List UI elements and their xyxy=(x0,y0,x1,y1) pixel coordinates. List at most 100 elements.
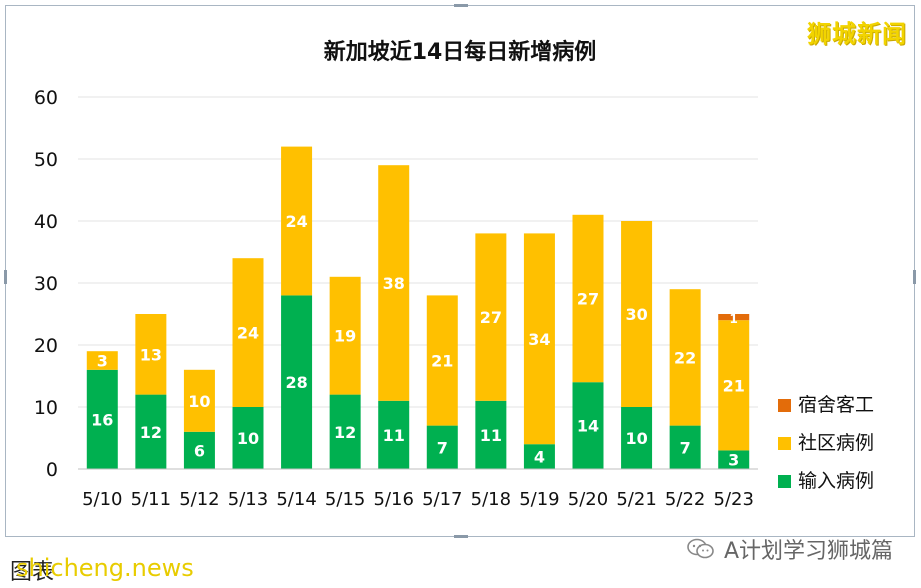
bar-value-label: 21 xyxy=(431,352,453,371)
bar-value-label: 22 xyxy=(674,348,696,367)
x-tick-label: 5/17 xyxy=(422,489,462,510)
bar-segment xyxy=(718,320,750,451)
bar-segment xyxy=(232,407,264,469)
x-tick-label: 5/11 xyxy=(131,489,171,510)
x-tick-label: 5/19 xyxy=(519,489,559,510)
bar-segment xyxy=(281,295,313,469)
bar-value-label: 13 xyxy=(140,345,162,364)
bar-value-label: 12 xyxy=(334,423,356,442)
bar-value-label: 7 xyxy=(437,438,448,457)
x-tick-label: 5/10 xyxy=(82,489,122,510)
bar-value-label: 27 xyxy=(480,308,502,327)
bar-segment xyxy=(329,394,361,469)
bar-segment xyxy=(621,221,653,407)
bar-segment xyxy=(475,400,507,469)
y-tick-label: 50 xyxy=(34,149,58,171)
bar-value-label: 11 xyxy=(480,426,502,445)
bar-segment xyxy=(378,165,410,401)
bars: 1631213610102428241219113872111274341427… xyxy=(86,146,750,470)
x-tick-label: 5/14 xyxy=(276,489,316,510)
x-tick-label: 5/23 xyxy=(714,489,754,510)
bar-segment xyxy=(426,425,458,469)
bar-segment xyxy=(183,431,215,469)
bar-value-label: 34 xyxy=(528,330,550,349)
bar-segment xyxy=(329,276,361,395)
bar-value-label: 38 xyxy=(383,274,405,293)
y-tick-label: 60 xyxy=(34,87,58,109)
caption-text: 图表 xyxy=(10,560,55,585)
x-tick-label: 5/22 xyxy=(665,489,705,510)
bar-segment xyxy=(523,233,555,445)
bar-value-label: 30 xyxy=(625,305,647,324)
bar-segment xyxy=(232,258,264,407)
legend-swatch xyxy=(778,475,791,488)
bar-segment xyxy=(718,450,750,469)
x-tick-label: 5/13 xyxy=(228,489,268,510)
bar-segment xyxy=(718,314,750,321)
bar-segment xyxy=(621,407,653,469)
bar-segment xyxy=(281,146,313,296)
bar-segment xyxy=(475,233,507,401)
footer-account: A计划学习狮城篇 xyxy=(686,533,893,565)
bar-value-label: 21 xyxy=(723,376,745,395)
bar-value-label: 28 xyxy=(285,373,307,392)
bar-segment xyxy=(572,214,604,383)
watermark-text: shicheng.news xyxy=(16,554,194,582)
brand-logo-text: 狮城新闻 xyxy=(807,20,907,48)
bar-value-label: 24 xyxy=(237,324,259,343)
resize-handle-bottom[interactable] xyxy=(454,535,468,538)
x-axis: 5/10 5/11 5/12 5/13 5/14 5/15 5/16 5/17 5/18 5/19… xyxy=(78,468,758,510)
bar-value-label: 6 xyxy=(194,441,205,460)
bar-segment xyxy=(135,394,167,469)
bar-value-label: 16 xyxy=(91,410,113,429)
footer-caption: 图表 shicheng.news xyxy=(10,554,194,586)
resize-handle-top[interactable] xyxy=(454,4,468,7)
bar-segment xyxy=(86,369,118,469)
gridlines xyxy=(78,96,758,408)
x-tick-label: 5/21 xyxy=(616,489,656,510)
bar-segment xyxy=(426,295,458,426)
bar-value-label: 12 xyxy=(140,423,162,442)
x-tick-label: 5/12 xyxy=(179,489,219,510)
y-tick-label: 40 xyxy=(34,211,58,233)
resize-handle-right[interactable] xyxy=(913,270,916,284)
bar-segment xyxy=(572,382,604,469)
bar-value-label: 1 xyxy=(730,312,738,326)
legend-label: 宿舍客工 xyxy=(798,394,874,416)
bar-value-label: 3 xyxy=(97,352,108,371)
bar-segment xyxy=(183,369,215,432)
bar-segment xyxy=(669,289,701,426)
bar-value-label: 10 xyxy=(237,429,259,448)
bar-value-label: 14 xyxy=(577,417,599,436)
legend-label: 社区病例 xyxy=(798,432,874,454)
bar-value-label: 7 xyxy=(680,438,691,457)
bar-segment xyxy=(378,400,410,469)
bar-value-label: 11 xyxy=(383,426,405,445)
resize-handle-left[interactable] xyxy=(4,270,7,284)
bar-value-label: 10 xyxy=(625,429,647,448)
bar-value-label: 3 xyxy=(728,451,739,470)
bar-value-label: 4 xyxy=(534,448,545,467)
account-name: A计划学习狮城篇 xyxy=(723,539,893,564)
y-tick-label: 30 xyxy=(34,273,58,295)
bar-segment xyxy=(669,425,701,469)
bar-segment xyxy=(135,314,167,395)
chart-title: 新加坡近14日每日新增病例 xyxy=(324,39,597,65)
bar-value-label: 27 xyxy=(577,290,599,309)
legend-swatch xyxy=(778,437,791,450)
bar-value-label: 24 xyxy=(285,212,307,231)
y-axis: 0 10 20 30 40 50 60 xyxy=(34,87,58,481)
legend-swatch xyxy=(778,399,791,412)
bar-value-label: 10 xyxy=(188,392,210,411)
y-tick-label: 0 xyxy=(46,459,58,481)
x-tick-label: 5/16 xyxy=(374,489,414,510)
y-tick-label: 20 xyxy=(34,335,58,357)
x-tick-label: 5/15 xyxy=(325,489,365,510)
bar-value-label: 19 xyxy=(334,327,356,346)
x-tick-label: 5/18 xyxy=(471,489,511,510)
bar-segment xyxy=(523,444,555,469)
x-tick-label: 5/20 xyxy=(568,489,608,510)
bar-segment xyxy=(86,351,118,370)
